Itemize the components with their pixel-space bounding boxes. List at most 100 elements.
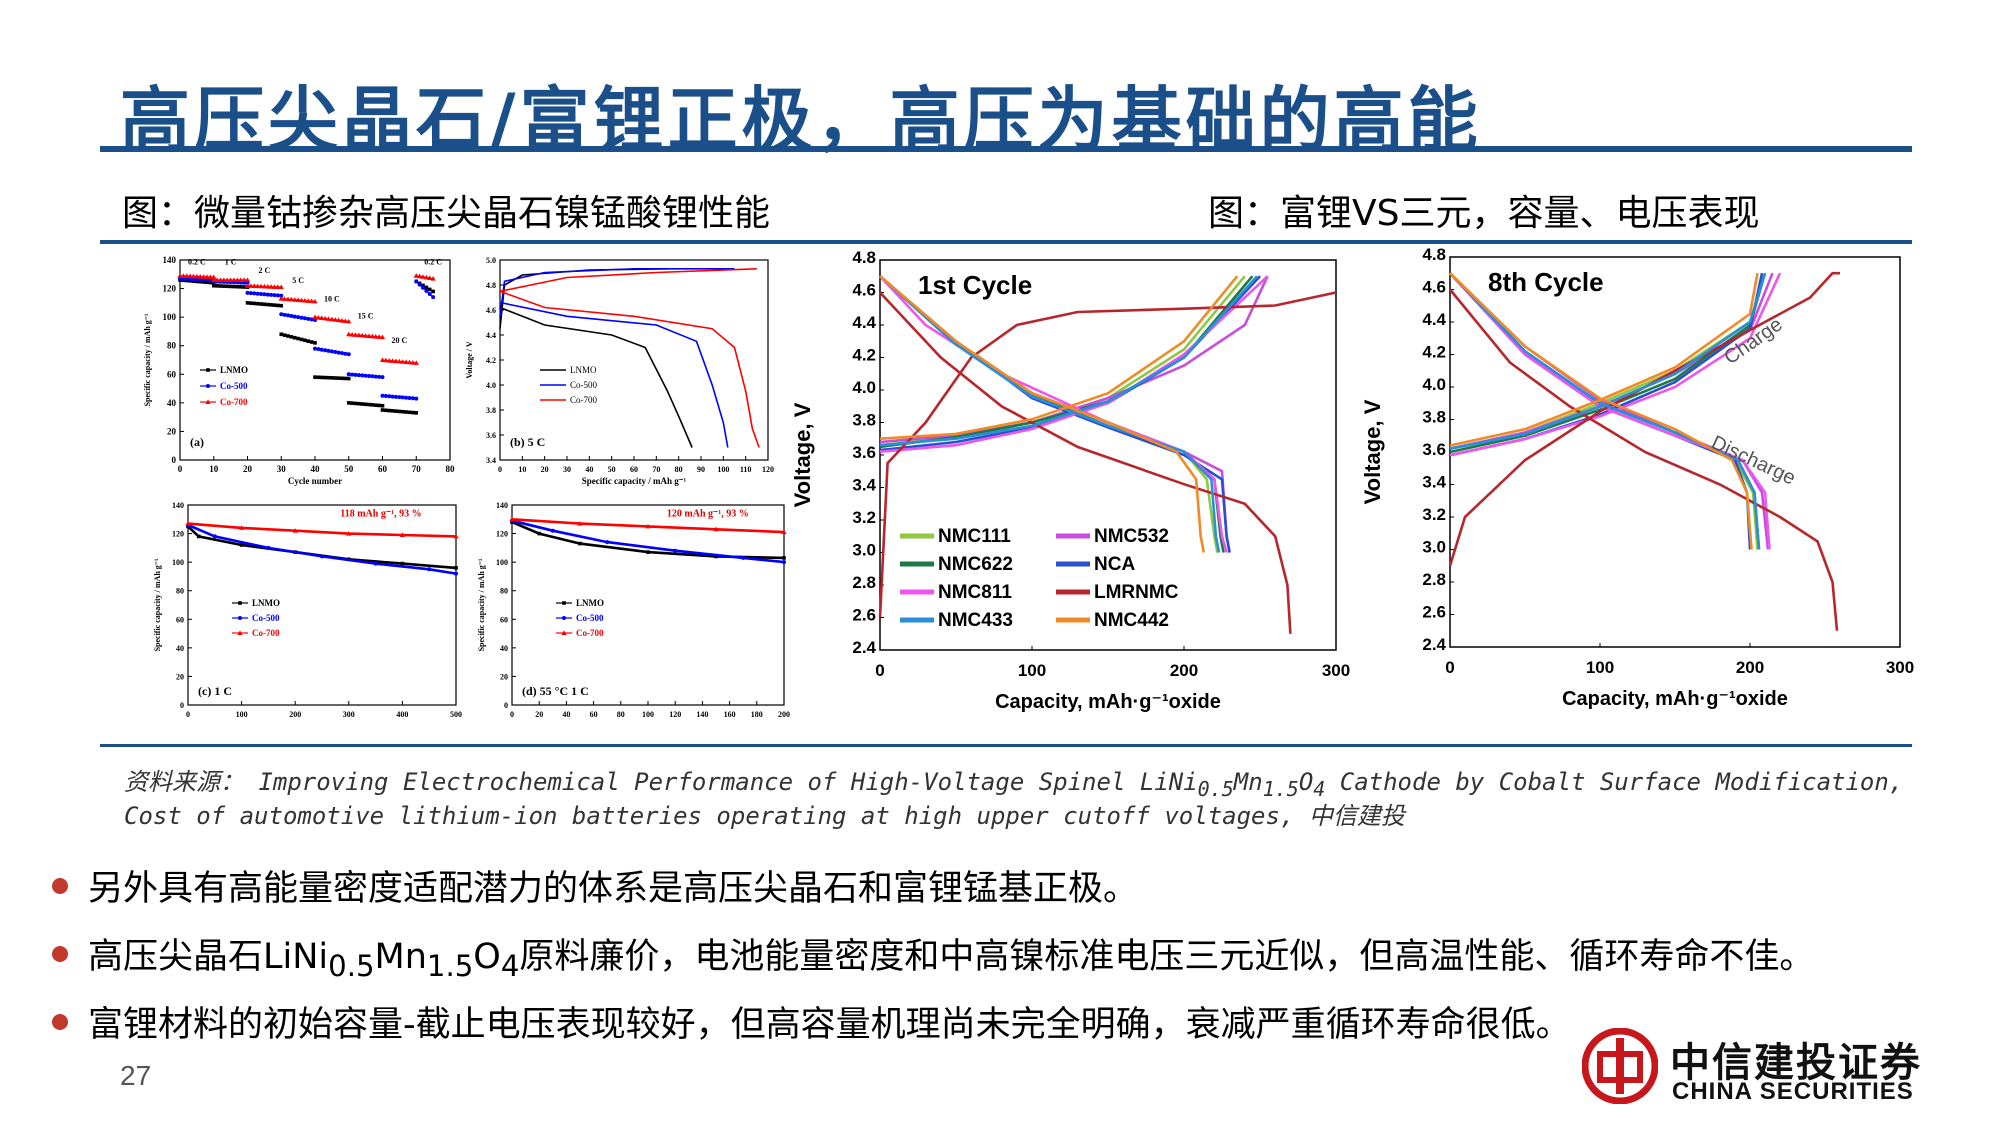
- data-point: [453, 533, 459, 539]
- charge-curve-NMC433: [1449, 272, 1767, 450]
- data-point: [261, 283, 267, 289]
- data-point: [320, 554, 324, 559]
- y-axis-label: Voltage, V: [790, 402, 815, 507]
- bullet-1-text: 另外具有高能量密度适配潜力的体系是高压尖晶石和富锂锰基正极。: [88, 869, 1139, 909]
- data-point: [232, 284, 236, 289]
- data-point: [288, 296, 294, 302]
- y-tick-label: 20: [176, 672, 184, 681]
- title-underline: [100, 146, 1912, 152]
- bullet-dot: [52, 946, 68, 962]
- source-ref-1: Improving Electrochemical Performance of…: [258, 768, 1198, 796]
- data-point: [330, 376, 334, 380]
- data-point: [336, 376, 341, 380]
- data-point: [184, 273, 190, 278]
- y-tick-label: 40: [167, 398, 177, 408]
- legend-label: LNMO: [570, 365, 597, 375]
- data-point: [214, 277, 220, 282]
- y-tick-label: 3.4: [486, 456, 496, 465]
- y-axis-label: Voltage, V: [1360, 399, 1385, 504]
- charge-curve-NMC811: [879, 275, 1269, 453]
- legend-label: Co-500: [220, 381, 248, 391]
- source-rule: [100, 744, 1912, 747]
- data-point: [211, 283, 216, 288]
- y-tick-label: 3.4: [1422, 473, 1446, 492]
- x-tick-label: 0: [178, 464, 183, 474]
- discharge-curve-Co-500: [499, 301, 729, 448]
- discharge-curve-NMC442: [879, 275, 1206, 553]
- legend-marker: [562, 601, 566, 605]
- data-point: [312, 298, 318, 304]
- source-line-1: 资料来源： Improving Electrochemical Performa…: [124, 762, 1903, 801]
- x-tick-label: 110: [740, 465, 752, 474]
- data-point: [218, 284, 223, 288]
- series-Co-500: [511, 519, 785, 564]
- data-point: [275, 284, 281, 289]
- data-point: [380, 408, 385, 412]
- data-point: [255, 283, 261, 289]
- source-suffix: Cathode by Cobalt Surface Modification,: [1325, 768, 1904, 796]
- data-point: [376, 334, 382, 339]
- data-point: [251, 283, 257, 288]
- panel-label: (a): [190, 435, 204, 449]
- x-tick-label: 200: [289, 710, 301, 719]
- data-point: [414, 279, 419, 284]
- citic-logo-icon: [1581, 1027, 1659, 1105]
- data-point: [292, 297, 298, 302]
- discharge-curve-LNMO: [499, 306, 693, 448]
- data-point: [454, 566, 458, 570]
- rate-label: 1 C: [225, 257, 237, 266]
- logo-en: CHINA SECURITIES: [1672, 1078, 1914, 1105]
- data-point: [211, 277, 217, 282]
- data-point: [279, 303, 284, 308]
- data-point: [406, 359, 413, 365]
- y-tick-label: 20: [500, 672, 508, 681]
- data-point: [646, 550, 650, 554]
- legend-label: NMC442: [1094, 610, 1169, 631]
- x-tick-label: 300: [1886, 658, 1914, 677]
- data-point: [296, 336, 300, 341]
- y-tick-label: 4.4: [852, 313, 876, 332]
- y-tick-label: 4.4: [1422, 310, 1446, 329]
- data-point: [228, 277, 234, 282]
- data-point: [714, 554, 718, 559]
- legend-label: LNMO: [252, 598, 280, 608]
- data-point: [241, 277, 247, 282]
- x-tick-label: 0: [1445, 658, 1454, 677]
- discharge-curve-NMC811: [1449, 272, 1771, 550]
- data-point: [196, 534, 201, 539]
- y-tick-label: 4.0: [1422, 375, 1446, 394]
- data-point: [268, 284, 274, 289]
- charge-curve-LNMO: [499, 268, 668, 329]
- data-point: [329, 316, 335, 322]
- legend-marker: [237, 630, 243, 635]
- data-point: [298, 297, 305, 303]
- y-tick-label: 4.2: [852, 346, 876, 365]
- y-tick-label: 2.8: [852, 573, 876, 592]
- data-point: [309, 317, 314, 322]
- data-point: [353, 401, 358, 406]
- page-number: 27: [120, 1060, 152, 1091]
- data-point: [427, 287, 432, 292]
- data-point: [313, 346, 317, 351]
- data-point: [177, 273, 183, 278]
- y-tick-label: 3.4: [852, 476, 876, 495]
- y-tick-label: 100: [496, 558, 508, 567]
- data-point: [279, 332, 284, 337]
- source-prefix: 资料来源：: [124, 768, 244, 796]
- data-point: [269, 292, 274, 297]
- source-sub-3: 4: [1313, 776, 1326, 801]
- y-tick-label: 0: [504, 701, 508, 710]
- data-point: [269, 303, 273, 307]
- bullet-2-prefix: 高压尖晶石LiNi: [88, 937, 329, 977]
- bullet-2-mn: Mn: [374, 937, 427, 977]
- rate-label: 0.2 C: [424, 257, 442, 266]
- source-o: O: [1298, 768, 1314, 796]
- y-tick-label: 60: [176, 615, 184, 624]
- charge-curve-Co-700: [499, 268, 757, 293]
- legend-label: LNMO: [576, 598, 604, 608]
- data-point: [431, 295, 436, 300]
- data-point: [396, 358, 402, 364]
- charge-curve-NMC111: [1449, 272, 1767, 450]
- legend-label: Co-500: [252, 613, 280, 623]
- y-tick-label: 20: [167, 426, 177, 436]
